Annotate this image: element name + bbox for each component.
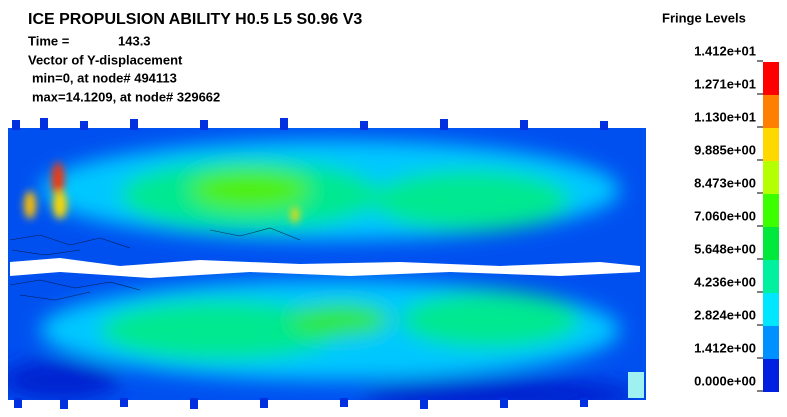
fringe-band <box>763 95 779 128</box>
fringe-level: 1.271e+01 <box>694 76 756 91</box>
fringe-level: 1.412e+01 <box>694 43 756 58</box>
fringe-level: 0.000e+00 <box>694 373 756 388</box>
time-label: Time = <box>28 33 70 48</box>
title: ICE PROPULSION ABILITY H0.5 L5 S0.96 V3 <box>28 11 362 28</box>
fringe-level: 4.236e+00 <box>694 274 756 289</box>
fringe-level: 7.060e+00 <box>694 208 756 223</box>
fringe-band <box>763 326 779 359</box>
legend-title: Fringe Levels <box>662 10 746 25</box>
fringe-level: 1.412e+00 <box>694 340 756 355</box>
quantity: Vector of Y-displacement <box>28 52 183 67</box>
fringe-level: 5.648e+00 <box>694 241 756 256</box>
fringe-band <box>763 194 779 227</box>
fringe-band <box>763 260 779 293</box>
time-value: 143.3 <box>118 33 151 48</box>
edge-columns <box>12 118 644 409</box>
fringe-band <box>763 128 779 161</box>
fringe-level: 2.824e+00 <box>694 307 756 322</box>
contour-field <box>8 128 646 400</box>
fringe-band <box>763 359 779 392</box>
fringe-level: 1.130e+01 <box>694 109 756 124</box>
fringe-band <box>763 62 779 95</box>
fringe-band <box>763 227 779 260</box>
fringe-band <box>763 161 779 194</box>
max-info: max=14.1209, at node# 329662 <box>32 89 220 104</box>
fringe-band <box>763 293 779 326</box>
min-info: min=0, at node# 494113 <box>32 70 177 85</box>
fringe-level: 9.885e+00 <box>694 142 756 157</box>
legend: 1.412e+01 1.271e+01 1.130e+01 9.885e+00 8.47… <box>694 43 779 392</box>
fringe-level: 8.473e+00 <box>694 175 756 190</box>
